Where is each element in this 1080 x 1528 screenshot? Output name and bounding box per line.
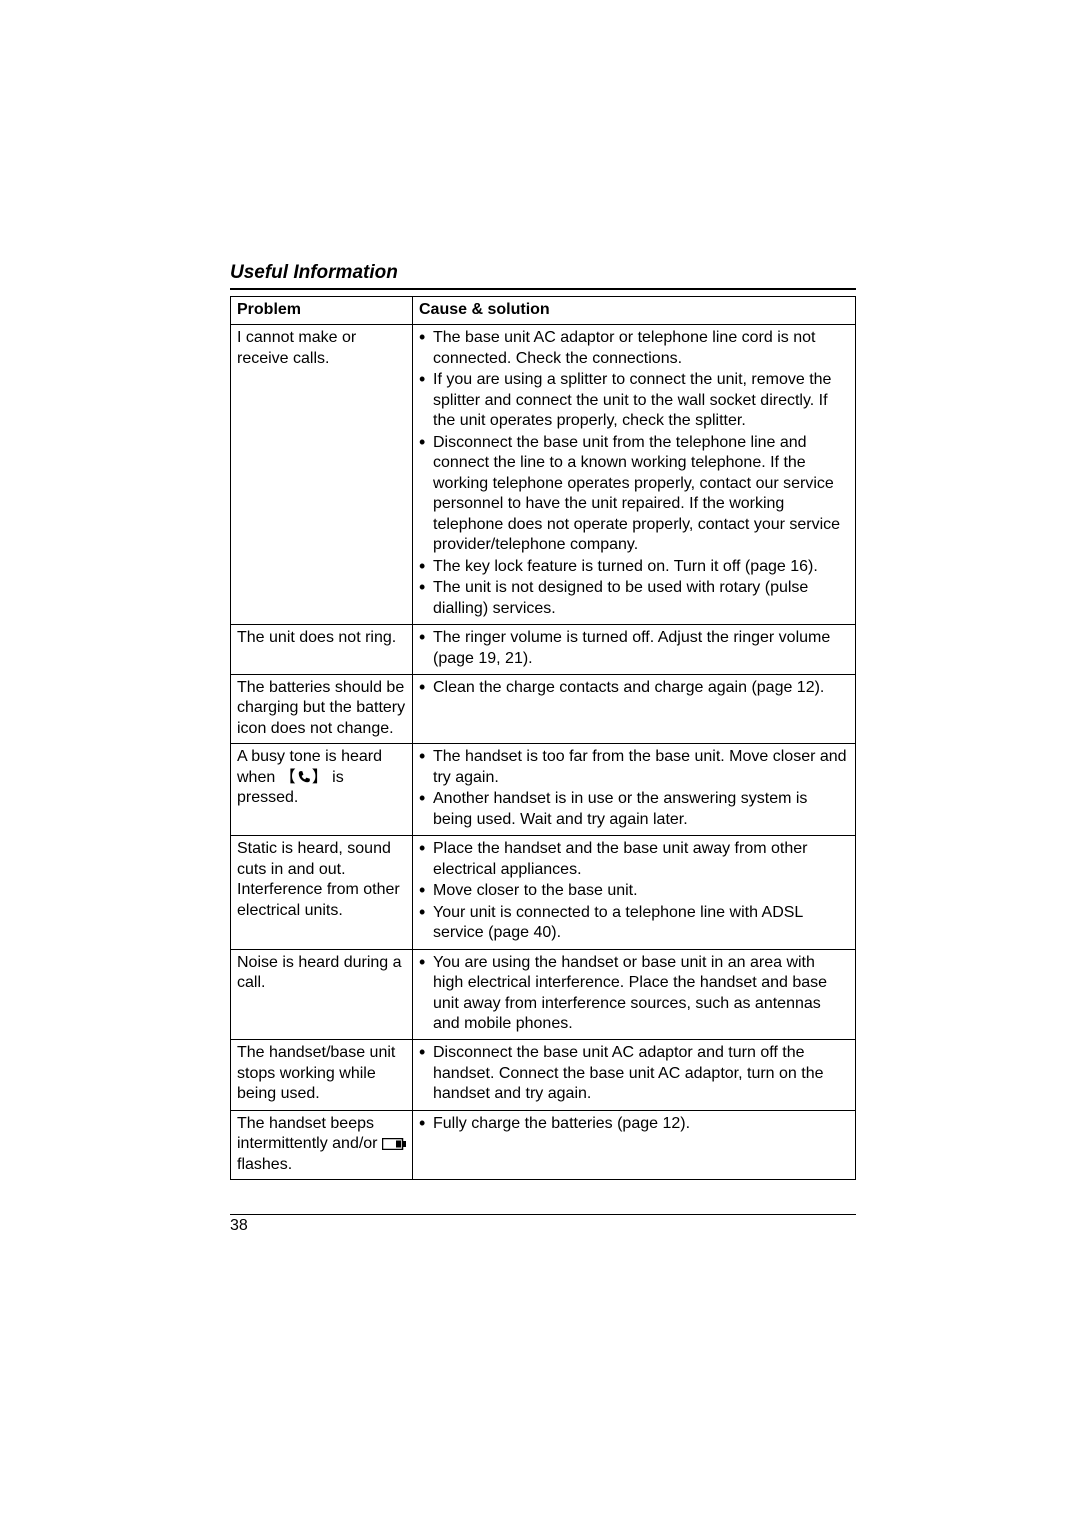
problem-cell: The handset beeps intermittently and/or … bbox=[231, 1110, 413, 1179]
table-row: I cannot make or receive calls. The base… bbox=[231, 325, 856, 625]
solution-item: The handset is too far from the base uni… bbox=[419, 747, 849, 788]
solution-cell: The handset is too far from the base uni… bbox=[413, 744, 856, 836]
table-row: The handset beeps intermittently and/or … bbox=[231, 1110, 856, 1179]
problem-text-prefix: The handset beeps intermittently and/or bbox=[237, 1115, 382, 1152]
solution-cell: You are using the handset or base unit i… bbox=[413, 949, 856, 1040]
table-row: Noise is heard during a call. You are us… bbox=[231, 949, 856, 1040]
solution-cell: Disconnect the base unit AC adaptor and … bbox=[413, 1040, 856, 1110]
problem-cell: The unit does not ring. bbox=[231, 625, 413, 675]
table-header-row: Problem Cause & solution bbox=[231, 297, 856, 325]
table-row: The unit does not ring. The ringer volum… bbox=[231, 625, 856, 675]
page-footer: 38 bbox=[230, 1214, 856, 1235]
solution-item: Disconnect the base unit from the teleph… bbox=[419, 433, 849, 556]
table-row: Static is heard, sound cuts in and out. … bbox=[231, 836, 856, 949]
solution-cell: Clean the charge contacts and charge aga… bbox=[413, 674, 856, 743]
table-row: A busy tone is heard when 【】 is pressed.… bbox=[231, 744, 856, 836]
solution-item: The unit is not designed to be used with… bbox=[419, 578, 849, 619]
solution-item: The ringer volume is turned off. Adjust … bbox=[419, 628, 849, 669]
solution-item: Clean the charge contacts and charge aga… bbox=[419, 678, 849, 698]
solution-item: Your unit is connected to a telephone li… bbox=[419, 903, 849, 944]
problem-cell: I cannot make or receive calls. bbox=[231, 325, 413, 625]
solution-item: The base unit AC adaptor or telephone li… bbox=[419, 328, 849, 369]
table-row: The handset/base unit stops working whil… bbox=[231, 1040, 856, 1110]
problem-cell: A busy tone is heard when 【】 is pressed. bbox=[231, 744, 413, 836]
solution-cell: Place the handset and the base unit away… bbox=[413, 836, 856, 949]
col-header-problem: Problem bbox=[231, 297, 413, 325]
solution-cell: The ringer volume is turned off. Adjust … bbox=[413, 625, 856, 675]
solution-item: If you are using a splitter to connect t… bbox=[419, 370, 849, 431]
table-row: The batteries should be charging but the… bbox=[231, 674, 856, 743]
solution-item: Another handset is in use or the answeri… bbox=[419, 789, 849, 830]
solution-item: The key lock feature is turned on. Turn … bbox=[419, 557, 849, 577]
page-number: 38 bbox=[230, 1217, 248, 1234]
solution-item: Fully charge the batteries (page 12). bbox=[419, 1114, 849, 1134]
solution-cell: Fully charge the batteries (page 12). bbox=[413, 1110, 856, 1179]
section-title: Useful Information bbox=[230, 262, 856, 290]
problem-cell: The batteries should be charging but the… bbox=[231, 674, 413, 743]
solution-cell: The base unit AC adaptor or telephone li… bbox=[413, 325, 856, 625]
problem-cell: The handset/base unit stops working whil… bbox=[231, 1040, 413, 1110]
battery-low-icon bbox=[382, 1135, 406, 1152]
troubleshooting-table: Problem Cause & solution I cannot make o… bbox=[230, 296, 856, 1180]
solution-item: Move closer to the base unit. bbox=[419, 881, 849, 901]
col-header-solution: Cause & solution bbox=[413, 297, 856, 325]
problem-cell: Noise is heard during a call. bbox=[231, 949, 413, 1040]
solution-item: Place the handset and the base unit away… bbox=[419, 839, 849, 880]
talk-key-icon: 【】 bbox=[280, 769, 328, 786]
problem-cell: Static is heard, sound cuts in and out. … bbox=[231, 836, 413, 949]
solution-item: You are using the handset or base unit i… bbox=[419, 953, 849, 1035]
problem-text-suffix: flashes. bbox=[237, 1156, 292, 1173]
solution-item: Disconnect the base unit AC adaptor and … bbox=[419, 1043, 849, 1104]
document-page: Useful Information Problem Cause & solut… bbox=[0, 0, 1080, 1528]
